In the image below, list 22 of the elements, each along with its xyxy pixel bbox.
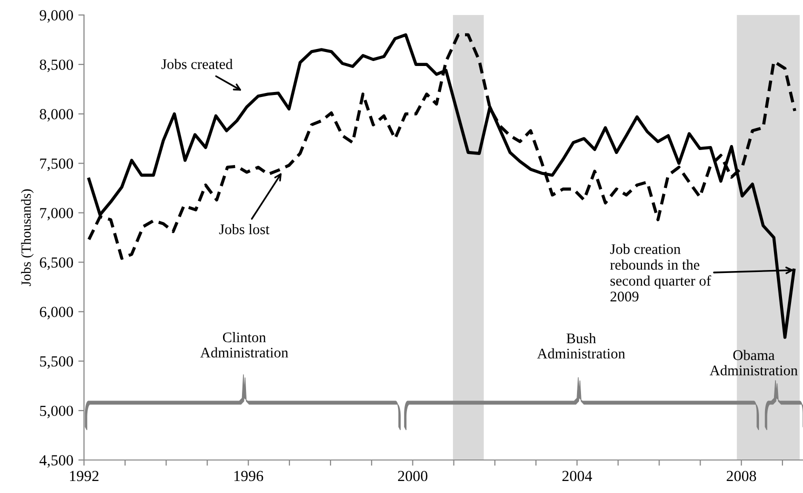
y-tick-label: 7,500 xyxy=(40,158,73,171)
annotation: Clinton Administration xyxy=(200,332,288,358)
y-tick-label: 6,000 xyxy=(40,306,73,320)
y-tick-label: 8,500 xyxy=(40,60,73,72)
y-tick-label: 7,000 xyxy=(40,208,73,220)
y-tick-label: 6,500 xyxy=(40,257,73,270)
x-tick-label: 1992 xyxy=(70,470,98,482)
x-tick-label: 2004 xyxy=(562,470,592,482)
x-tick-label: 2008 xyxy=(726,470,756,482)
y-tick-label: 8,000 xyxy=(40,109,73,122)
x-tick-label: 2000 xyxy=(398,470,428,482)
series-label: Jobs lost xyxy=(219,224,270,234)
annotation: Bush Administration xyxy=(537,333,626,359)
annotation: Obama Administration xyxy=(710,350,798,376)
y-tick-label: 4,500 xyxy=(40,455,73,468)
annotation: Job creation rebounds in the second quarter of 2009 xyxy=(610,244,712,302)
x-tick-label: 1996 xyxy=(234,470,264,482)
y-tick-label: 5,500 xyxy=(40,356,73,369)
y-axis-title: Jobs (Thousands) xyxy=(21,189,34,286)
text: Jobs created xyxy=(161,58,233,70)
y-tick-label: 5,000 xyxy=(40,406,73,418)
y-tick-label: 9,000 xyxy=(40,10,73,23)
